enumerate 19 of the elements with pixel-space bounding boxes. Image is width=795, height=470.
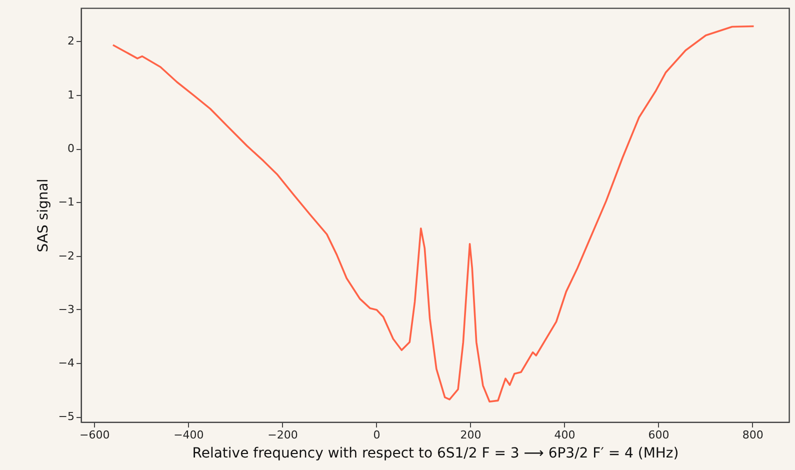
- x-tick-label: −400: [174, 428, 204, 442]
- y-tick-label: 2: [68, 34, 74, 48]
- y-axis-title: SAS signal: [35, 178, 52, 252]
- x-tick-label: 600: [648, 428, 670, 442]
- y-tick-label: −2: [58, 249, 74, 262]
- y-tick-label: −1: [58, 196, 74, 209]
- line-series: [112, 25, 755, 403]
- y-tick-label: 1: [68, 88, 74, 102]
- y-tick-label: −3: [58, 302, 74, 316]
- x-axis-title: Relative frequency with respect to 6S1/2 F = 3 ⟶ 6P3/2 F′ = 4 (MHz): [192, 446, 679, 462]
- y-tick-label: −4: [58, 356, 74, 370]
- x-tick-label: 400: [554, 428, 576, 442]
- x-tick-label: −600: [80, 428, 110, 442]
- x-tick-label: −200: [268, 428, 298, 442]
- x-tick-label: 200: [460, 428, 482, 442]
- x-tick-label: 800: [742, 428, 764, 442]
- x-tick-label: 0: [373, 428, 380, 442]
- y-tick-label: −5: [58, 410, 74, 424]
- y-tick-label: 0: [68, 142, 74, 156]
